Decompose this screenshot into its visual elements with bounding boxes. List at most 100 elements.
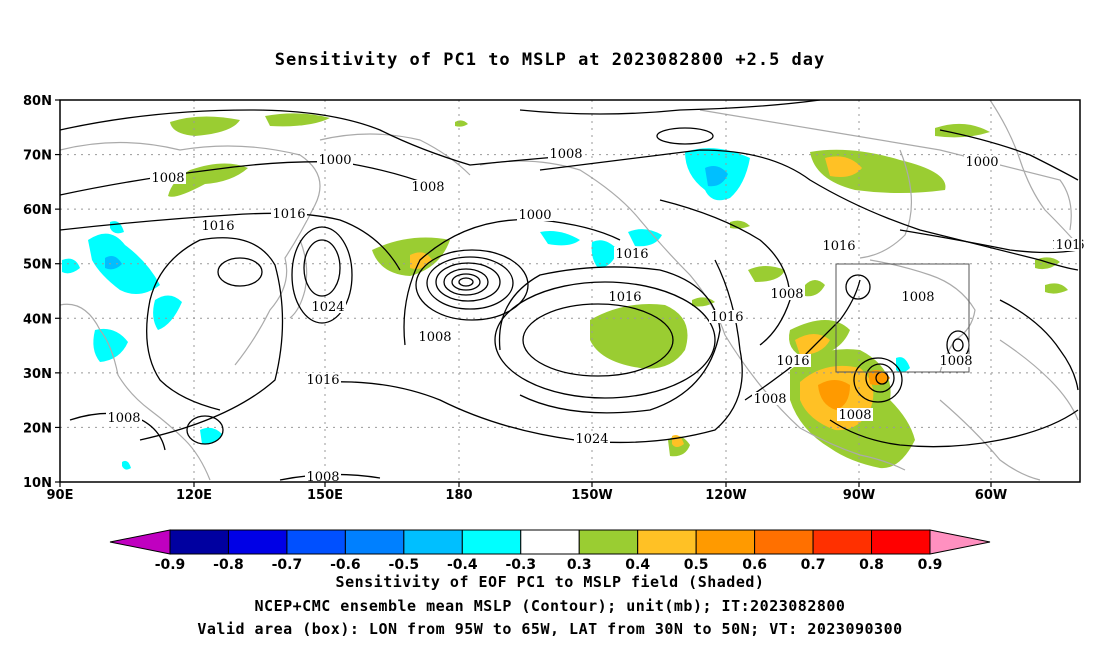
- figure-title: Sensitivity of PC1 to MSLP at 2023082800…: [274, 50, 826, 70]
- shade-positive-region: [818, 380, 850, 410]
- plot-frame: [59, 99, 1081, 483]
- colorbar-label: -0.3: [505, 557, 536, 573]
- contour-label: 1016: [615, 247, 648, 262]
- lat-label: 60N: [23, 203, 52, 218]
- contour-label-group: 1000 1008 1008 1016 1016 1024 1016 1008 1008 1008…: [106, 147, 1086, 485]
- shade-positive-region: [748, 266, 785, 282]
- valid-area-box: [835, 263, 970, 373]
- shade-positive-region: [590, 304, 688, 369]
- contour-line: [291, 226, 353, 324]
- contour-label: 1008: [753, 392, 786, 407]
- lon-label: 120E: [176, 488, 212, 503]
- colorbar-box: [344, 529, 405, 555]
- lon-label: 180: [445, 488, 472, 503]
- colorbar-box: [871, 529, 931, 555]
- shade-positive-region: [1045, 283, 1068, 294]
- shade-positive-region: [935, 123, 990, 138]
- colorbar-label: -0.7: [272, 557, 303, 573]
- contour-label-bg: [574, 432, 610, 445]
- shade-negative-region: [93, 328, 128, 362]
- colorbar-label: -0.5: [389, 557, 420, 573]
- contour-label-bg: [821, 239, 857, 252]
- contour-line: [435, 262, 501, 302]
- contour-label: 1024: [311, 300, 344, 315]
- contour-label: 1008: [151, 171, 184, 186]
- coastline: [869, 259, 976, 373]
- contour-line: [656, 127, 714, 145]
- shade-negative-region: [153, 295, 182, 330]
- contour-label-bg: [150, 171, 186, 184]
- shade-positive-region: [170, 116, 240, 136]
- contour-label-bg: [709, 310, 745, 323]
- colorbar-box: [286, 529, 346, 555]
- contour-label-bg: [106, 411, 142, 424]
- sensitivity-shading: [62, 113, 1068, 470]
- colorbar-label: -0.4: [447, 557, 478, 573]
- shade-negative-region: [200, 427, 222, 445]
- contour-label: 1008: [549, 147, 582, 162]
- colorbar-box: [578, 529, 639, 555]
- contour-label: 1016: [272, 207, 305, 222]
- lat-label: 30N: [23, 367, 52, 382]
- contour-label: 1000: [965, 155, 998, 170]
- colorbar-left-arrow: [109, 529, 171, 555]
- contour-label-bg: [769, 287, 805, 300]
- contour-label-bg: [837, 408, 873, 421]
- colorbar-right-arrow: [929, 529, 991, 555]
- contour-label-bg: [305, 373, 341, 386]
- contour-label-bg: [310, 300, 346, 313]
- contour-line: [186, 415, 224, 445]
- contour-label-bg: [200, 219, 236, 232]
- contour-line: [329, 259, 743, 444]
- coastline: [289, 239, 308, 319]
- contour-line: [539, 149, 1079, 271]
- contour-line: [522, 303, 674, 377]
- lon-label: 120W: [705, 488, 746, 503]
- coastline: [859, 149, 912, 259]
- contour-line: [494, 281, 716, 399]
- contour-label-bg: [607, 290, 643, 303]
- coastline: [799, 427, 906, 471]
- contour-line: [952, 338, 964, 352]
- contour-label: 1016: [776, 354, 809, 369]
- lat-label: 50N: [23, 258, 52, 273]
- coastline: [939, 399, 1041, 481]
- shade-negative-region: [105, 256, 122, 270]
- contour-line: [60, 161, 431, 196]
- contour-label: 1008: [901, 290, 934, 305]
- contour-line: [865, 363, 895, 393]
- contour-line: [829, 409, 1079, 448]
- contour-line: [999, 299, 1079, 391]
- colorbar-box: [520, 529, 580, 555]
- shade-positive-region: [455, 120, 468, 127]
- colorbar-label: -0.8: [213, 557, 244, 573]
- colorbar-box: [695, 529, 756, 555]
- contour-line: [403, 218, 621, 346]
- caption-valid-area: Valid area (box): LON from 95W to 65W, L…: [197, 620, 903, 638]
- shade-negative-region: [62, 258, 80, 274]
- contour-line: [426, 256, 514, 310]
- shade-negative-region: [110, 221, 124, 234]
- contour-label: 1008: [770, 287, 803, 302]
- coastline: [60, 303, 211, 481]
- shade-negative-region: [591, 240, 618, 268]
- contour-line: [139, 237, 284, 441]
- colorbar-label: -0.6: [330, 557, 361, 573]
- coastline: [989, 100, 1079, 246]
- coastline: [60, 141, 321, 366]
- shade-negative-region: [705, 166, 728, 187]
- colorbar-box: [461, 529, 522, 555]
- lon-label: 90W: [843, 488, 875, 503]
- lat-label: 10N: [23, 476, 52, 491]
- contour-label: 1016: [306, 373, 339, 388]
- colorbar-box: [403, 529, 463, 555]
- shade-negative-region: [628, 229, 662, 247]
- contour-label: 1016: [822, 239, 855, 254]
- contour-label-bg: [417, 330, 453, 343]
- lon-label: 60W: [975, 488, 1007, 503]
- coastline: [319, 133, 471, 176]
- contour-line: [217, 257, 263, 287]
- contour-line: [458, 277, 474, 287]
- colorbar-label: 0.8: [859, 557, 884, 573]
- contour-label-bg: [900, 290, 936, 303]
